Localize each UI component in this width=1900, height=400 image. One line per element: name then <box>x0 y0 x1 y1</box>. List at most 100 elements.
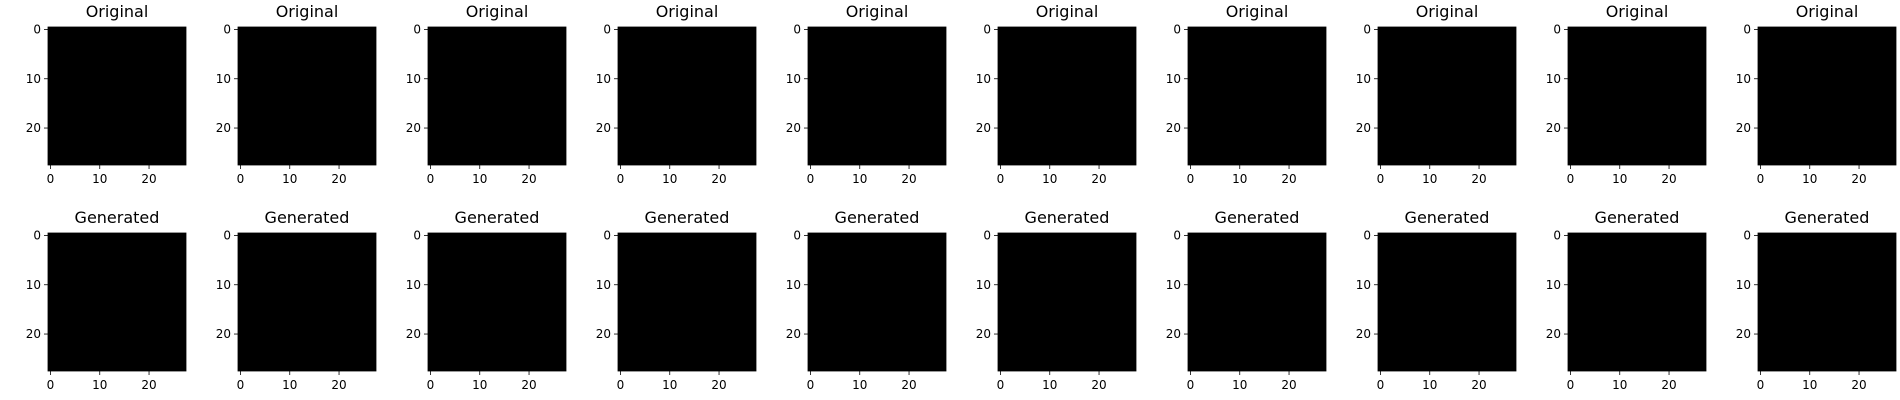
y-tick-label: 10 <box>406 72 421 86</box>
panel-title: Generated <box>265 208 350 227</box>
axes-frame <box>617 232 757 372</box>
panel-title: Generated <box>75 208 160 227</box>
axes-frame <box>47 232 187 372</box>
y-tick-label: 20 <box>216 121 231 135</box>
x-tick-label: 10 <box>662 378 677 392</box>
x-tick-label: 10 <box>92 378 107 392</box>
panel-title: Original <box>466 2 529 21</box>
y-tick-label: 20 <box>26 121 41 135</box>
y-tick-label: 20 <box>596 327 611 341</box>
digit-image <box>1758 27 1896 165</box>
panel-title: Original <box>86 2 149 21</box>
x-tick-label: 10 <box>472 378 487 392</box>
axes-frame <box>997 26 1137 166</box>
digit-image <box>428 27 566 165</box>
x-tick-label: 0 <box>1567 378 1575 392</box>
x-tick-label: 10 <box>852 378 867 392</box>
digit-image <box>808 27 946 165</box>
digit-image <box>998 233 1136 371</box>
y-tick-label: 10 <box>1736 278 1751 292</box>
axes-frame <box>1757 26 1897 166</box>
y-tick-label: 20 <box>976 121 991 135</box>
axes-frame <box>47 26 187 166</box>
axes-frame <box>807 232 947 372</box>
panel-title: Generated <box>1405 208 1490 227</box>
digit-image <box>618 27 756 165</box>
x-tick-label: 0 <box>47 378 55 392</box>
y-tick-label: 10 <box>976 72 991 86</box>
digit-image <box>238 27 376 165</box>
x-tick-label: 20 <box>1091 378 1106 392</box>
y-tick-label: 0 <box>1743 22 1751 36</box>
original-panel-8: Original 0 10 20 0 10 20 <box>1356 2 1517 186</box>
y-tick-label: 10 <box>1166 278 1181 292</box>
x-tick-label: 10 <box>282 172 297 186</box>
panel-title: Original <box>1036 2 1099 21</box>
y-tick-label: 0 <box>1173 22 1181 36</box>
x-tick-label: 20 <box>1471 172 1486 186</box>
digit-image <box>1378 233 1516 371</box>
y-tick-label: 20 <box>1356 327 1371 341</box>
panel-title: Generated <box>1785 208 1870 227</box>
y-tick-label: 10 <box>26 72 41 86</box>
y-tick-label: 0 <box>1363 228 1371 242</box>
axes-frame <box>427 232 567 372</box>
original-panel-9: Original 0 10 20 0 10 20 <box>1546 2 1707 186</box>
y-tick-label: 10 <box>216 72 231 86</box>
x-tick-label: 10 <box>662 172 677 186</box>
y-tick-label: 0 <box>983 22 991 36</box>
x-tick-label: 0 <box>1377 172 1385 186</box>
x-tick-label: 10 <box>1042 172 1057 186</box>
x-tick-label: 20 <box>1851 172 1866 186</box>
panel-title: Original <box>276 2 339 21</box>
y-tick-label: 20 <box>786 121 801 135</box>
y-tick-label: 0 <box>223 22 231 36</box>
x-tick-label: 20 <box>521 172 536 186</box>
generated-panel-2: Generated 0 10 20 0 10 20 <box>216 208 377 392</box>
x-tick-label: 20 <box>901 172 916 186</box>
y-tick-label: 10 <box>1546 72 1561 86</box>
y-tick-label: 10 <box>26 278 41 292</box>
original-panel-3: Original 0 10 20 0 10 20 <box>406 2 567 186</box>
x-tick-label: 10 <box>1422 172 1437 186</box>
y-tick-label: 10 <box>1166 72 1181 86</box>
axes-frame <box>807 26 947 166</box>
x-tick-label: 10 <box>852 172 867 186</box>
x-tick-label: 10 <box>92 172 107 186</box>
axes-frame <box>237 26 377 166</box>
panel-title: Original <box>1416 2 1479 21</box>
y-tick-label: 0 <box>33 22 41 36</box>
x-tick-label: 0 <box>47 172 55 186</box>
x-tick-label: 20 <box>711 378 726 392</box>
x-tick-label: 20 <box>1661 172 1676 186</box>
digit-image <box>998 27 1136 165</box>
x-tick-label: 0 <box>1757 172 1765 186</box>
x-tick-label: 10 <box>1042 378 1057 392</box>
x-tick-label: 20 <box>141 378 156 392</box>
y-tick-label: 0 <box>603 228 611 242</box>
axes-frame <box>427 26 567 166</box>
x-tick-label: 10 <box>1232 378 1247 392</box>
y-tick-label: 10 <box>596 278 611 292</box>
digit-image <box>618 233 756 371</box>
y-tick-label: 10 <box>1356 72 1371 86</box>
y-tick-label: 20 <box>1166 327 1181 341</box>
axes-frame <box>1567 232 1707 372</box>
x-tick-label: 10 <box>1612 378 1627 392</box>
x-tick-label: 0 <box>807 378 815 392</box>
x-tick-label: 0 <box>807 172 815 186</box>
y-tick-label: 0 <box>983 228 991 242</box>
y-tick-label: 0 <box>793 228 801 242</box>
y-tick-label: 20 <box>1736 327 1751 341</box>
x-tick-label: 0 <box>1567 172 1575 186</box>
x-tick-label: 20 <box>901 378 916 392</box>
axes-frame <box>1377 26 1517 166</box>
x-tick-label: 10 <box>282 378 297 392</box>
x-tick-label: 20 <box>1281 172 1296 186</box>
x-tick-label: 20 <box>141 172 156 186</box>
x-tick-label: 20 <box>711 172 726 186</box>
original-panel-10: Original 0 10 20 0 10 20 <box>1736 2 1897 186</box>
y-tick-label: 0 <box>33 228 41 242</box>
original-panel-7: Original 0 10 20 0 10 20 <box>1166 2 1327 186</box>
